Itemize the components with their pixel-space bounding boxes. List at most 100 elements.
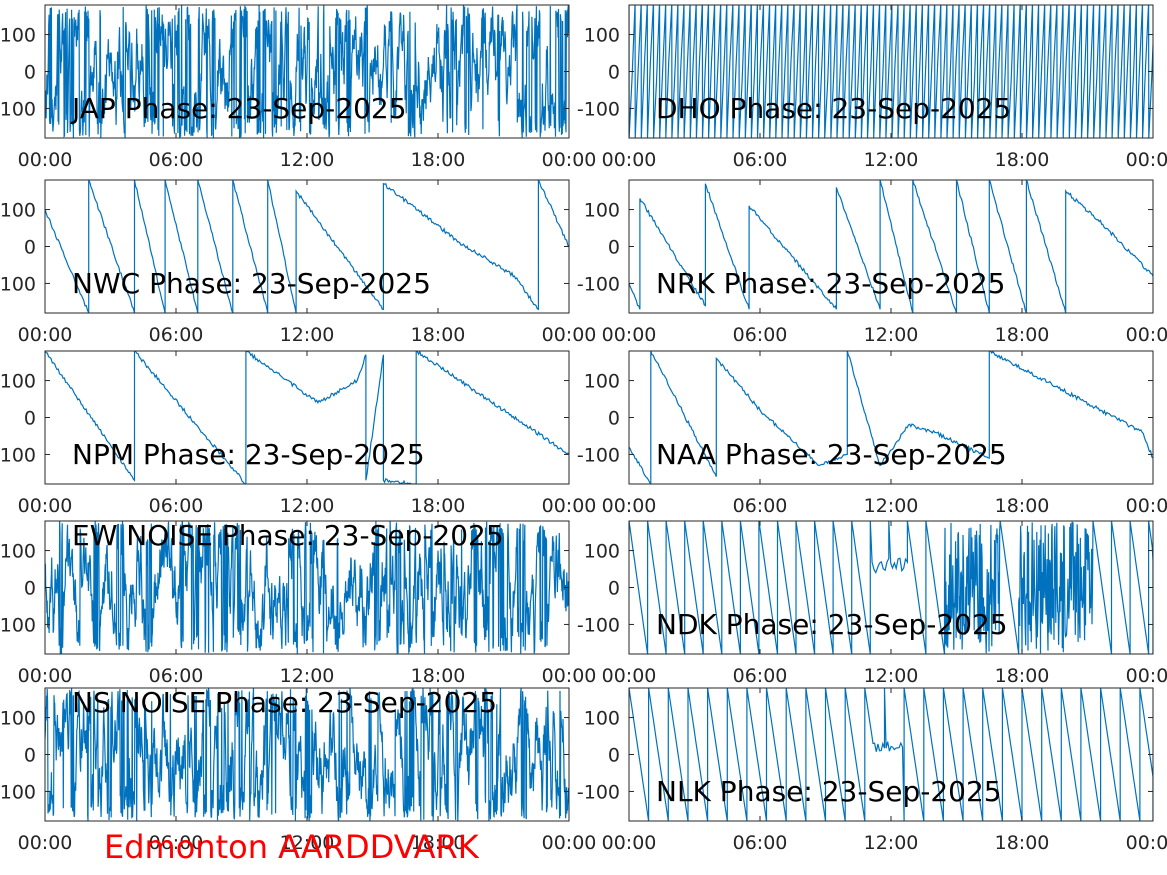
y-tick-label: -100 [577,273,620,295]
y-tick-label: 0 [24,237,36,259]
x-tick-label: 00:00 [602,149,657,171]
y-tick-label: -100 [577,98,620,120]
x-tick-label: 18:00 [411,495,466,517]
phase-series-line [629,180,1153,313]
panel-title: JAP Phase: 23-Sep-2025 [70,92,407,125]
station-name: Edmonton AARDDVARK [104,828,479,866]
y-tick-label: 100 [584,200,620,222]
y-tick-label: 100 [0,708,36,730]
y-tick-label: 0 [24,62,36,84]
y-tick-label: 0 [608,62,620,84]
y-tick-label: 100 [0,200,36,222]
x-tick-label: 00:00 [1126,665,1167,687]
x-tick-label: 18:00 [995,324,1050,346]
phase-series-line [45,180,569,313]
phase-panel-6: -100 0 100 00:00 06:00 12:00 18:00 00:00 NAA Pha… [577,350,1167,517]
footer-label: Edmonton AARDDVARK [104,828,479,866]
phase-series-line [45,521,569,654]
phase-series-line [629,351,1153,484]
panel-title: NDK Phase: 23-Sep-2025 [656,608,1008,641]
phase-panel-1: -100 0 100 00:00 06:00 12:00 18:00 00:00 JAP Pha… [0,4,597,171]
panel-title: DHO Phase: 23-Sep-2025 [656,92,1011,125]
panel-title: NLK Phase: 23-Sep-2025 [656,775,1002,808]
x-tick-label: 00:00 [1126,324,1167,346]
x-tick-label: 00:00 [542,149,597,171]
x-tick-label: 06:00 [149,149,204,171]
x-tick-label: 00:00 [602,324,657,346]
x-tick-label: 00:00 [602,832,657,854]
y-tick-label: -100 [0,98,36,120]
x-tick-label: 00:00 [1126,149,1167,171]
phase-series-line [629,688,1153,821]
y-tick-label: 100 [584,708,620,730]
x-tick-label: 06:00 [149,495,204,517]
y-tick-label: 0 [608,408,620,430]
x-tick-label: 06:00 [149,665,204,687]
x-tick-label: 12:00 [280,665,335,687]
x-tick-label: 00:00 [18,495,73,517]
x-tick-label: 06:00 [733,149,788,171]
x-tick-label: 00:00 [18,149,73,171]
x-tick-label: 12:00 [280,495,335,517]
x-tick-label: 18:00 [411,149,466,171]
x-tick-label: 00:00 [542,324,597,346]
y-tick-label: 100 [0,25,36,47]
x-tick-label: 00:00 [18,665,73,687]
x-tick-label: 18:00 [995,495,1050,517]
x-tick-label: 06:00 [733,324,788,346]
panel-title: NAA Phase: 23-Sep-2025 [656,438,1007,471]
x-tick-label: 00:00 [18,832,73,854]
y-tick-label: 100 [0,371,36,393]
y-tick-label: 0 [608,578,620,600]
y-tick-label: 100 [0,541,36,563]
phase-series-line [629,5,1153,138]
phase-panel-3: -100 0 100 00:00 06:00 12:00 18:00 00:00 NWC Pha… [0,179,597,346]
x-tick-label: 18:00 [995,832,1050,854]
panel-title: NRK Phase: 23-Sep-2025 [656,267,1005,300]
x-tick-label: 12:00 [280,324,335,346]
panel-title: NPM Phase: 23-Sep-2025 [72,438,425,471]
y-tick-label: 0 [24,408,36,430]
x-tick-label: 06:00 [149,324,204,346]
phase-panel-5: -100 0 100 00:00 06:00 12:00 18:00 00:00 NPM Pha… [0,350,597,517]
phase-series-line [45,688,569,821]
y-tick-label: 0 [24,578,36,600]
panel-title: NS NOISE Phase: 23-Sep-2025 [72,686,497,719]
y-tick-label: 0 [608,745,620,767]
phase-panel-9: -100 0 100 00:00 06:00 12:00 18:00 00:00 NS NOIS… [0,686,596,854]
x-tick-label: 12:00 [864,665,919,687]
y-tick-label: 100 [584,25,620,47]
phase-panel-10: -100 0 100 00:00 06:00 12:00 18:00 00:00 NLK Pha… [577,687,1167,854]
phase-series-line [45,5,569,138]
x-tick-label: 12:00 [864,495,919,517]
x-tick-label: 00:00 [542,495,597,517]
y-tick-label: 0 [608,237,620,259]
phase-series-line [629,521,1153,654]
x-tick-label: 00:00 [602,495,657,517]
y-tick-label: 0 [24,745,36,767]
phase-series-line [45,351,569,484]
panel-title: EW NOISE Phase: 23-Sep-2025 [72,519,504,552]
x-tick-label: 00:00 [542,665,597,687]
x-tick-label: 18:00 [995,149,1050,171]
x-tick-label: 12:00 [864,832,919,854]
x-tick-label: 00:00 [1126,832,1167,854]
x-tick-label: 12:00 [280,149,335,171]
x-tick-label: 18:00 [995,665,1050,687]
y-tick-label: -100 [0,781,36,803]
y-tick-label: -100 [0,444,36,466]
x-tick-label: 00:00 [542,832,597,854]
phase-panel-7: -100 0 100 00:00 06:00 12:00 18:00 00:00 EW NOIS… [0,519,596,687]
y-tick-label: -100 [577,781,620,803]
phase-panel-8: -100 0 100 00:00 06:00 12:00 18:00 00:00 NDK Pha… [577,520,1167,687]
phase-panel-2: -100 0 100 00:00 06:00 12:00 18:00 00:00 DHO Pha… [577,4,1167,171]
x-tick-label: 06:00 [733,495,788,517]
y-tick-label: -100 [0,614,36,636]
y-tick-label: 100 [584,371,620,393]
x-tick-label: 12:00 [864,149,919,171]
y-tick-label: -100 [577,614,620,636]
x-tick-label: 00:00 [18,324,73,346]
x-tick-label: 00:00 [1126,495,1167,517]
phase-panel-4: -100 0 100 00:00 06:00 12:00 18:00 00:00 NRK Pha… [577,179,1167,346]
